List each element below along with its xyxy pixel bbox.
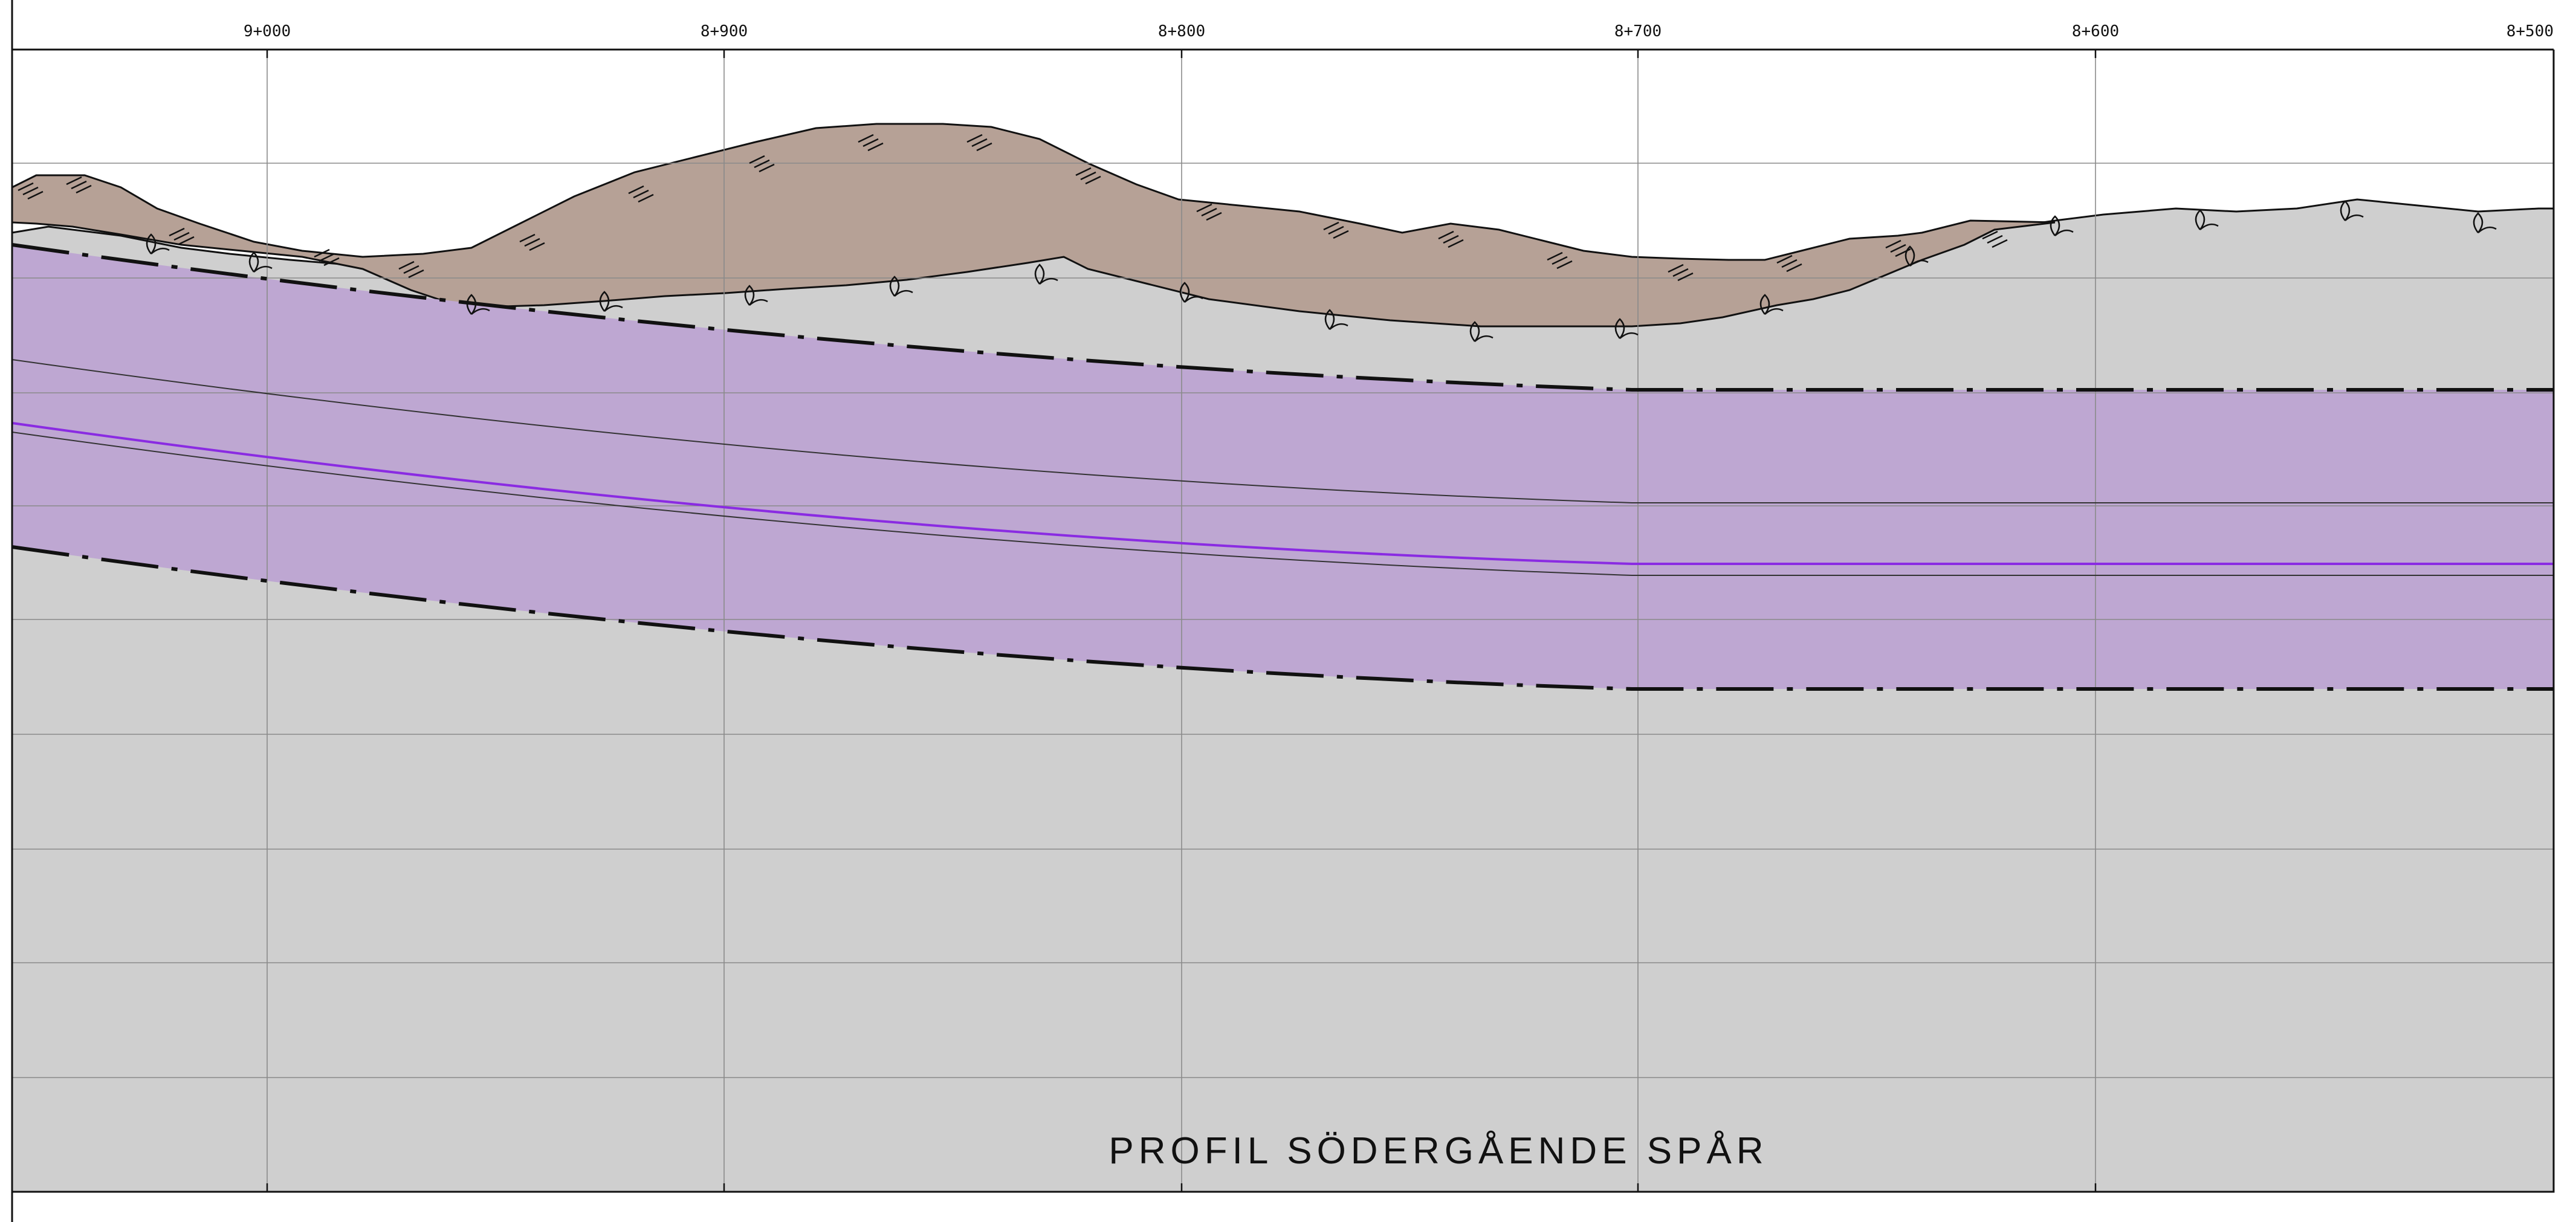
drawing-title: PROFIL SÖDERGÅENDE SPÅR [1108,1130,1768,1172]
lower-boundary-line [11,545,2554,691]
chainage-label: 8+600 [2072,22,2119,40]
fill-soil-area [11,123,2056,328]
tunnel-zone [12,245,2554,689]
chainage-label: 8+700 [1614,22,1662,40]
chainage-label: 8+900 [701,22,748,40]
track-alignment-line [11,422,2554,565]
upper-boundary-line [11,243,2554,392]
upper-tunnel-contour [11,359,2554,503]
hatch-icon [18,134,2008,282]
chainage-label: 8+500 [2506,22,2554,40]
chainage-label: 8+800 [1158,22,1205,40]
chainage-label: 9+000 [244,22,291,40]
leaf-icon [146,200,2497,342]
lower-tunnel-contour [11,432,2554,576]
chainage-ticks [266,50,2555,1192]
grid [12,50,2554,1192]
